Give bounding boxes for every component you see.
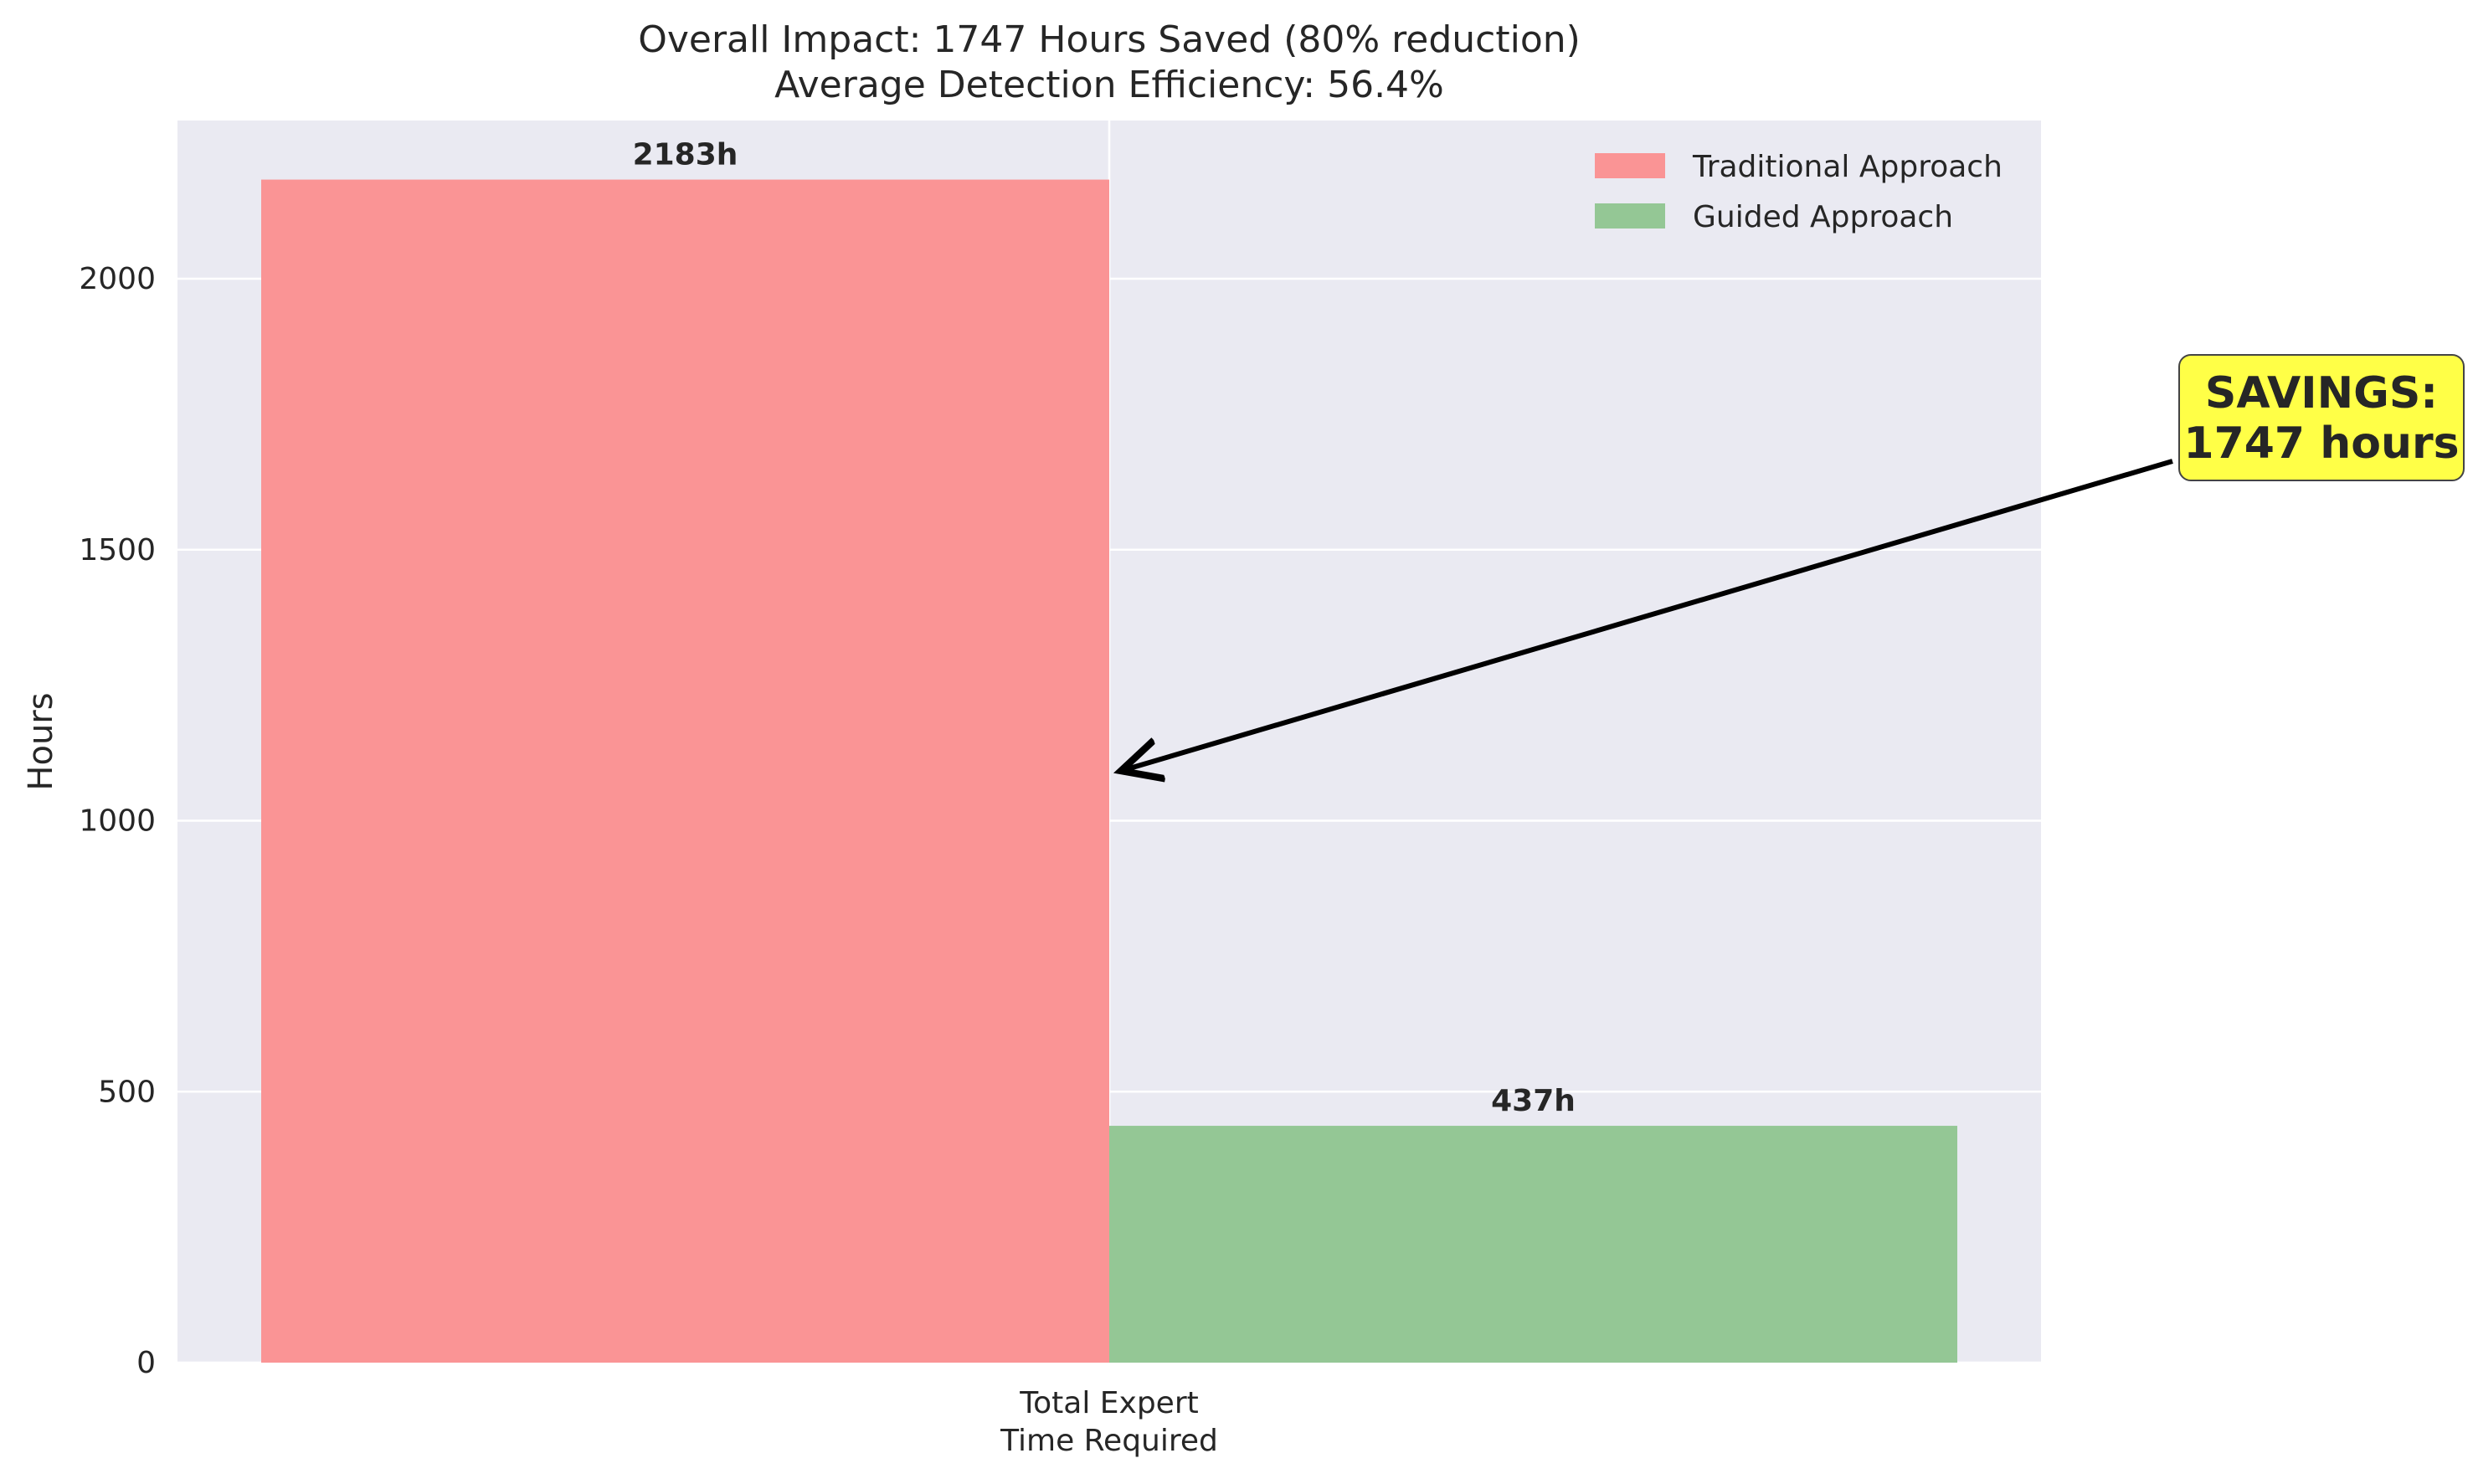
legend-swatch	[1595, 153, 1665, 178]
y-tick-label: 0	[136, 1346, 156, 1380]
y-axis-label: Hours	[22, 692, 60, 790]
y-tick-label: 1500	[79, 533, 156, 567]
bar-traditional-approach	[261, 179, 1109, 1363]
chart-title-line: Average Detection Efficiency: 56.4%	[774, 64, 1444, 106]
legend-entry-label: Traditional Approach	[1692, 150, 2003, 184]
bar-guided-approach	[1109, 1126, 1957, 1363]
y-tick-label: 500	[98, 1075, 156, 1109]
legend-entry-label: Guided Approach	[1693, 200, 1953, 234]
bar-value-label: 2183h	[633, 138, 738, 172]
x-tick-label: Time Required	[1000, 1424, 1218, 1458]
legend-swatch	[1595, 203, 1665, 229]
chart-title-line: Overall Impact: 1747 Hours Saved (80% re…	[638, 18, 1581, 61]
annotation-text: 1747 hours	[2183, 418, 2459, 469]
x-tick-label: Total Expert	[1019, 1386, 1199, 1420]
y-tick-label: 2000	[79, 262, 156, 296]
annotation-box	[2178, 354, 2465, 481]
bar-value-label: 437h	[1491, 1084, 1576, 1118]
y-tick-label: 1000	[79, 804, 156, 839]
annotation-text: SAVINGS:	[2205, 368, 2438, 418]
annotation-arrow	[1121, 459, 2173, 771]
